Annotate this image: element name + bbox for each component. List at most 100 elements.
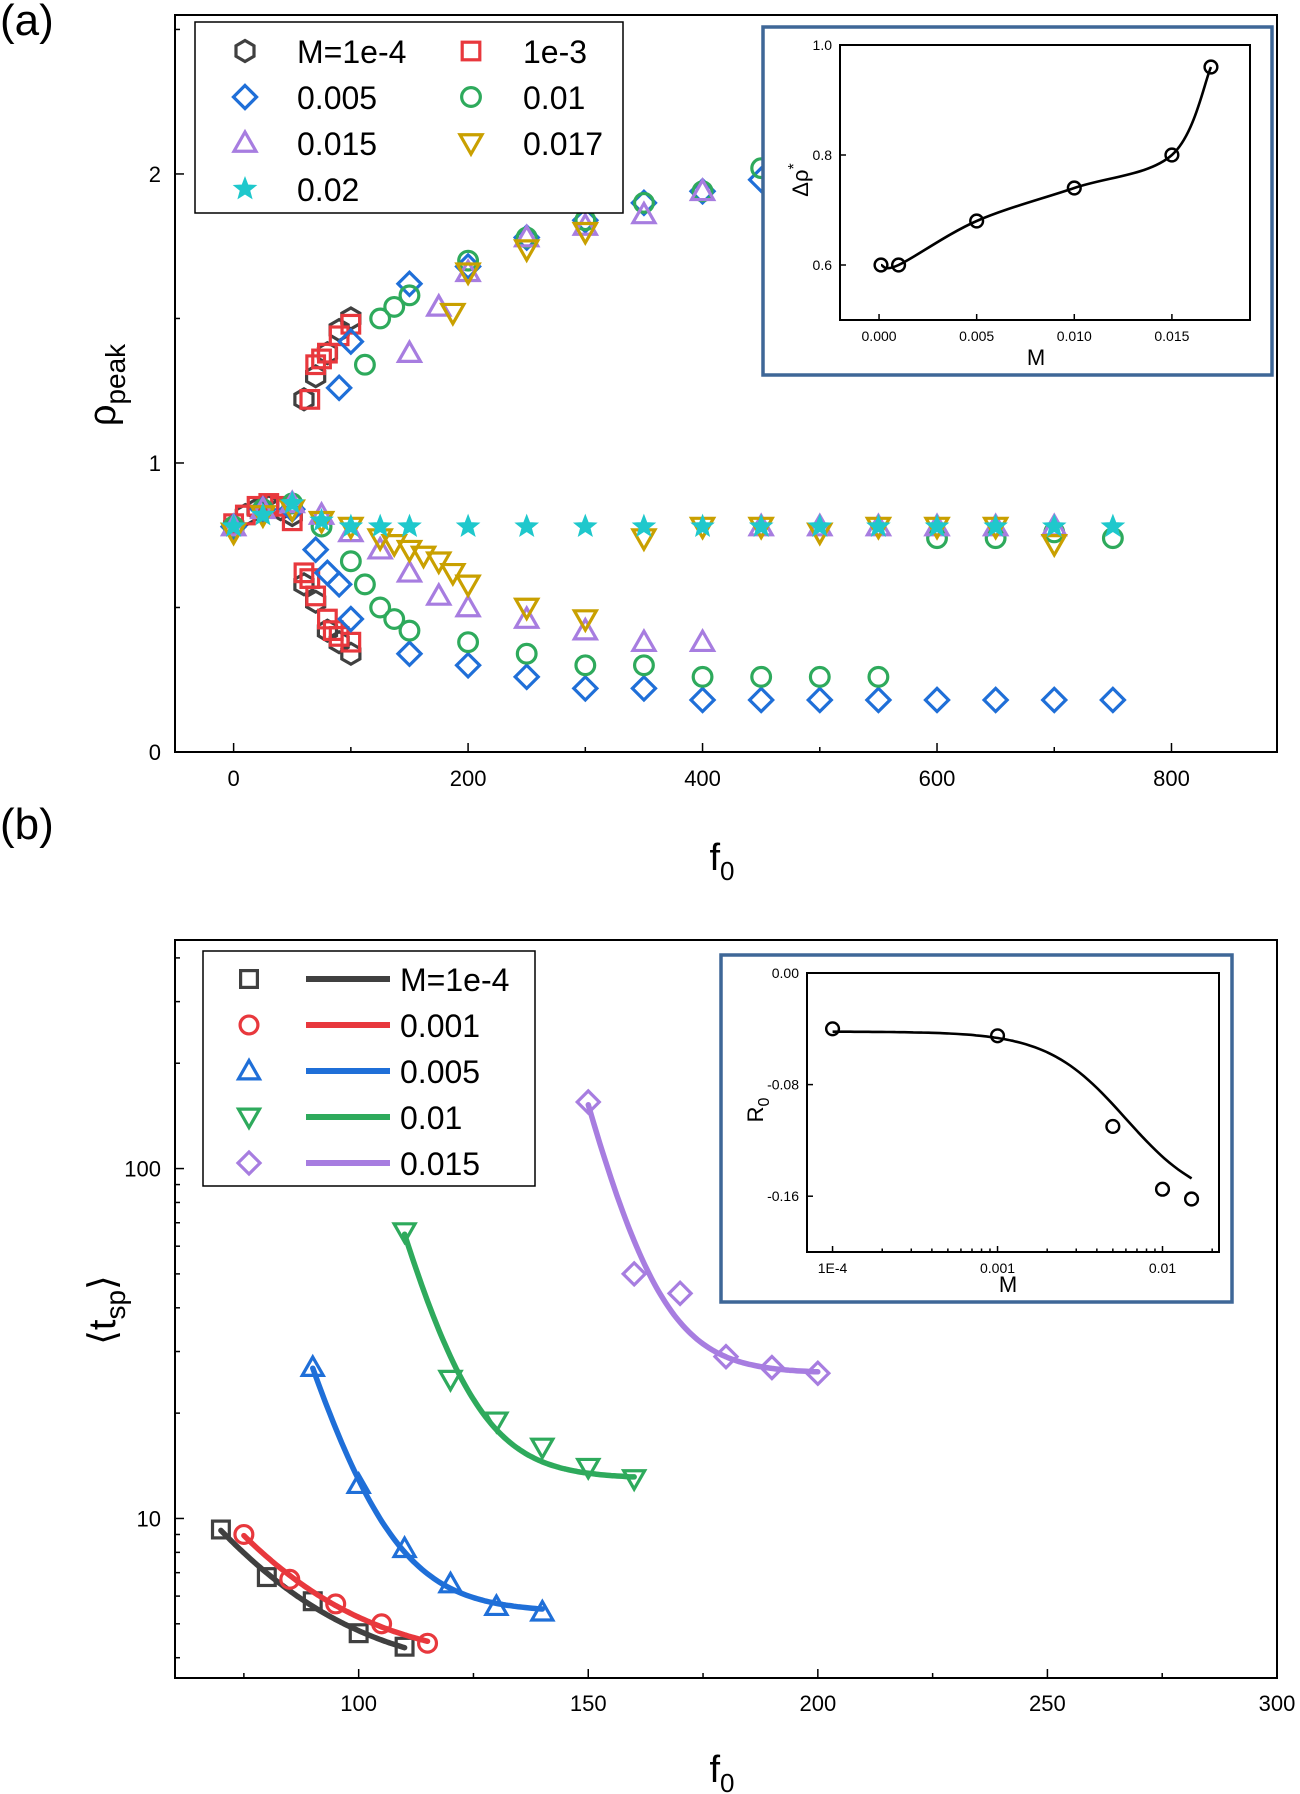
data-point-a (923, 686, 951, 714)
data-point-a (328, 325, 350, 347)
plot-frame-b (174, 939, 1278, 1679)
fit-curve-b (310, 1365, 546, 1612)
data-point-a (328, 625, 350, 647)
data-point-a (867, 665, 890, 688)
legend-marker-a (460, 40, 482, 62)
data-point-a (630, 674, 658, 703)
data-point-a (632, 191, 655, 214)
data-point-a (338, 513, 364, 538)
legend-label-b: 0.01 (400, 1100, 462, 1136)
data-point-b (256, 1567, 277, 1588)
data-point-a (305, 585, 327, 607)
data-point-a (512, 597, 541, 622)
data-point-a (454, 574, 482, 599)
data-point-a (309, 507, 334, 532)
data-point-a (457, 249, 480, 272)
inset-data-point-b (824, 1021, 841, 1037)
inset-x-tick-label-a: 0.010 (1057, 328, 1092, 344)
data-point-a (339, 550, 362, 573)
y-tick-label-a: 1 (149, 451, 161, 476)
data-point-b (574, 1088, 602, 1116)
data-point-b (529, 1598, 556, 1622)
fit-curve-b (401, 1231, 637, 1480)
data-point-a (808, 665, 831, 688)
data-point-a (515, 642, 538, 665)
legend-marker-a (232, 175, 258, 200)
data-point-b (233, 1523, 255, 1546)
data-point-b (345, 1470, 372, 1495)
inset-fit-curve-b (832, 1030, 1193, 1180)
data-point-a (688, 686, 717, 714)
data-point-a (512, 223, 541, 248)
inset-y-tick-label-a: 1.0 (813, 37, 833, 53)
data-point-a (691, 665, 714, 688)
series-a-0 (223, 306, 362, 667)
data-point-a (688, 177, 717, 202)
data-point-a (398, 284, 421, 307)
data-point-a (397, 513, 422, 538)
data-point-a (512, 604, 541, 629)
data-point-b (325, 1593, 347, 1615)
series-a-6 (221, 490, 1126, 538)
data-point-a (630, 200, 658, 225)
data-point-a (457, 631, 480, 654)
data-point-a (317, 608, 338, 630)
legend-marker-a (231, 83, 259, 111)
data-point-a (747, 686, 775, 714)
data-point-a (571, 616, 600, 641)
data-point-a (221, 513, 246, 538)
y-axis-label-end-b: ⟩ (82, 1275, 124, 1290)
x-tick-label-a: 600 (919, 766, 956, 791)
inset-x-tick-label-a: 0.005 (959, 328, 994, 344)
data-point-a (353, 353, 376, 376)
legend-box-a (194, 21, 624, 214)
inset-x-tick-label-b: 1E-4 (818, 1260, 848, 1276)
data-point-a (369, 307, 392, 330)
data-point-a (305, 354, 327, 376)
inset-data-point-a (1066, 180, 1082, 196)
data-point-a (688, 627, 717, 653)
data-point-a (514, 513, 540, 538)
inset-x-tick-label-a: 0.015 (1154, 328, 1189, 344)
legend-marker-b (235, 1107, 263, 1131)
data-point-a (981, 686, 1010, 714)
data-point-b (348, 1623, 369, 1644)
data-point-a (439, 562, 467, 588)
legend-marker-b (238, 1014, 260, 1036)
inset-data-point-b (1105, 1118, 1121, 1135)
data-point-b (417, 1632, 439, 1654)
data-point-a (572, 513, 598, 538)
data-point-b (620, 1260, 648, 1288)
data-point-a (632, 654, 655, 677)
inset-y-axis-label-sup-a: * (786, 163, 803, 169)
inset-plot-frame-a (839, 44, 1251, 321)
data-point-a (250, 502, 276, 526)
inset-x-axis-label-a: M (1027, 345, 1045, 370)
data-point-b (299, 1353, 327, 1378)
plot-frame-a (174, 14, 1278, 753)
legend-marker-a (234, 38, 256, 64)
data-point-a (322, 620, 344, 642)
data-point-a (383, 608, 406, 631)
data-point-b (804, 1359, 832, 1387)
data-point-a (340, 313, 362, 335)
inset-data-point-b (1154, 1181, 1171, 1197)
data-point-b (391, 1222, 418, 1246)
inset-y-tick-label-b: -0.08 (767, 1077, 799, 1093)
data-point-b (394, 1636, 415, 1657)
series-b-4 (574, 1088, 832, 1387)
data-point-a (395, 558, 424, 583)
panel-b: 100 150 200 250 300 10 100 f0 ⟨tsp⟩ M=1e-4 0.001 0.… (82, 939, 1295, 1794)
legend-label-b: M=1e-4 (400, 962, 509, 998)
data-point-a (439, 302, 467, 327)
data-point-a (750, 665, 773, 688)
x-tick-label-b: 150 (570, 1691, 607, 1716)
data-point-a (317, 342, 338, 364)
data-point-b (371, 1613, 393, 1635)
series-b-3 (391, 1222, 648, 1493)
data-point-a (367, 513, 393, 538)
legend-label-a: 0.02 (297, 172, 359, 208)
data-point-b (483, 1411, 510, 1435)
fit-curve-b (218, 1527, 408, 1651)
legend-a: M=1e-4 1e-3 0.005 0.01 0.015 0.017 0.02 (194, 21, 624, 214)
